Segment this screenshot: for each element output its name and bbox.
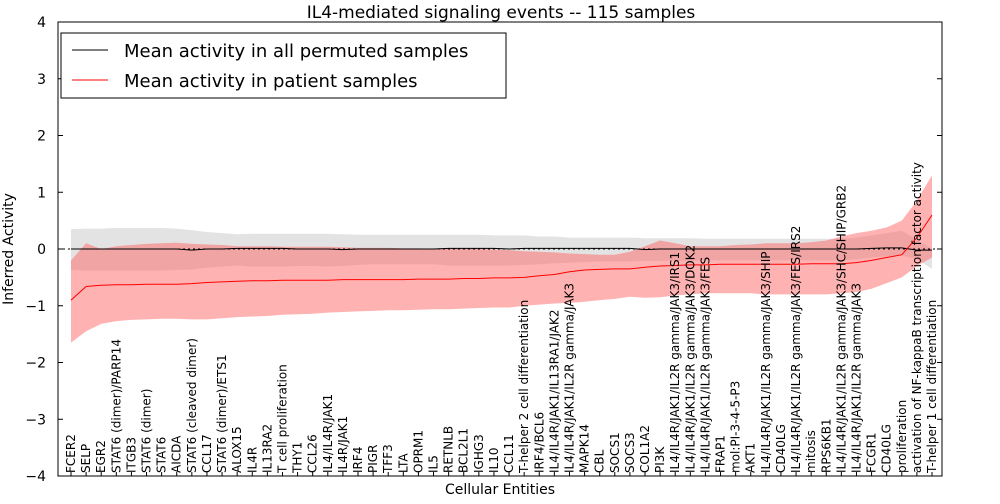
x-axis-label: Cellular Entities xyxy=(445,482,555,498)
x-tick-label: IL4R xyxy=(245,447,259,473)
y-tick-label: 2 xyxy=(37,129,46,145)
x-tick-label: STAT6 (cleaved dimer) xyxy=(185,338,199,473)
x-tick-label: STAT6 xyxy=(155,437,169,473)
x-tick-label: AICDA xyxy=(170,435,184,473)
y-tick-label: −3 xyxy=(25,412,46,428)
y-tick-label: 4 xyxy=(37,15,46,31)
x-tick-label: FRAP1 xyxy=(714,435,728,473)
legend: Mean activity in all permuted samples Me… xyxy=(60,32,507,99)
y-tick-label: 3 xyxy=(37,72,46,88)
x-tick-label: IL4/IL4R/JAK1/IL13RA1/JAK2 xyxy=(547,310,561,474)
x-tick-label: proliferation xyxy=(895,400,909,473)
x-tick-label: activation of NF-kappaB transcription fa… xyxy=(910,162,924,473)
x-tick-label: EGR2 xyxy=(94,440,108,473)
x-tick-label: STAT6 (dimer)/ETS1 xyxy=(215,354,229,473)
legend-permuted-label: Mean activity in all permuted samples xyxy=(124,41,468,62)
x-tick-label: MAPK14 xyxy=(578,424,592,473)
x-tick-label: IL4/IL4R/JAK1/IL2R gamma/JAK3/IRS1 xyxy=(668,252,682,473)
x-tick-label: mitosis xyxy=(804,430,818,473)
x-tick-label: PIGR xyxy=(366,445,380,473)
x-tick-label: CCL11 xyxy=(502,434,516,473)
y-tick-label: 0 xyxy=(37,242,46,258)
x-tick-label: CCL17 xyxy=(200,434,214,473)
y-tick-label: −1 xyxy=(25,299,46,315)
x-tick-label: IL5 xyxy=(427,455,441,473)
legend-box xyxy=(60,32,507,99)
y-tick-label: −4 xyxy=(25,469,46,485)
x-tick-label: RETNLB xyxy=(442,426,456,473)
x-tick-label: IL4/IL4R/JAK1/IL2R gamma/JAK3/FES xyxy=(698,257,712,473)
x-tick-label: IL4/IL4R/JAK1/IL2R gamma/JAK3 xyxy=(850,283,864,473)
x-tick-label: CD40LG xyxy=(880,424,894,473)
x-tick-label: T-helper 1 cell differentiation xyxy=(925,300,939,474)
x-tick-label: IL4/IL4R/JAK1 xyxy=(321,394,335,473)
x-tick-label: LTA xyxy=(396,453,410,473)
x-tick-label: IRF4/BCL6 xyxy=(532,412,546,473)
x-tick-label: ITGB3 xyxy=(124,437,138,473)
x-tick-label: STAT6 (dimer) xyxy=(140,389,154,473)
x-tick-label: STAT6 (dimer)/PARP14 xyxy=(109,339,123,473)
x-tick-label: CCL26 xyxy=(306,434,320,473)
x-tick-label: IL4/IL4R/JAK1/IL2R gamma/JAK3/DOK2 xyxy=(683,245,697,473)
x-tick-label: AKT1 xyxy=(744,443,758,473)
x-tick-label: CD40LG xyxy=(774,424,788,473)
legend-patient-label: Mean activity in patient samples xyxy=(124,71,418,92)
y-axis-label: Inferred Activity xyxy=(1,193,17,305)
permuted-mean-line xyxy=(71,247,932,251)
x-tick-label: IL10 xyxy=(487,448,501,474)
x-tick-label: IL4/IL4R/JAK1/IL2R gamma/JAK3/SHIP xyxy=(759,252,773,473)
x-tick-label: IRF4 xyxy=(351,447,365,473)
x-tick-label: PI3K xyxy=(653,446,667,473)
chart-title: IL4-mediated signaling events -- 115 sam… xyxy=(307,3,696,23)
patient-band xyxy=(71,175,932,343)
patient-mean-line xyxy=(70,214,933,301)
x-tick-label: IL4R/JAK1 xyxy=(336,416,350,473)
x-tick-label: RPS6KB1 xyxy=(819,418,833,473)
x-tick-label: ALOX15 xyxy=(230,426,244,473)
x-tick-label: TFF3 xyxy=(381,444,395,474)
y-tick-label: −2 xyxy=(25,356,46,372)
x-tick-label: T cell proliferation xyxy=(276,364,290,474)
x-tick-label: IGHG3 xyxy=(472,434,486,473)
x-tick-label: IL4/IL4R/JAK1/IL2R gamma/JAK3/SHC/SHIP/G… xyxy=(834,185,848,473)
x-tick-label: T-helper 2 cell differentiation xyxy=(517,300,531,474)
y-tick-label: 1 xyxy=(37,185,46,201)
x-tick-label: IL4/IL4R/JAK1/IL2R gamma/JAK3/FES/IRS2 xyxy=(789,226,803,473)
x-tick-label: THY1 xyxy=(291,442,305,474)
x-tick-label: OPRM1 xyxy=(411,430,425,473)
x-tick-label: FCER2 xyxy=(64,434,78,473)
x-tick-label: IL4/IL4R/JAK1/IL2R gamma/JAK3 xyxy=(563,283,577,473)
x-tick-label: FCGR1 xyxy=(865,432,879,473)
x-tick-label: IL13RA2 xyxy=(260,424,274,473)
x-tick-label: BCL2L1 xyxy=(457,428,471,473)
x-tick-label: mol:PI-3-4-5-P3 xyxy=(729,381,743,473)
x-tick-label: COL1A2 xyxy=(638,425,652,473)
x-tick-label: SOCS1 xyxy=(608,432,622,473)
x-tick-label: SELP xyxy=(79,444,93,473)
x-tick-label: SOCS3 xyxy=(623,432,637,473)
x-tick-label: CBL xyxy=(593,449,607,473)
